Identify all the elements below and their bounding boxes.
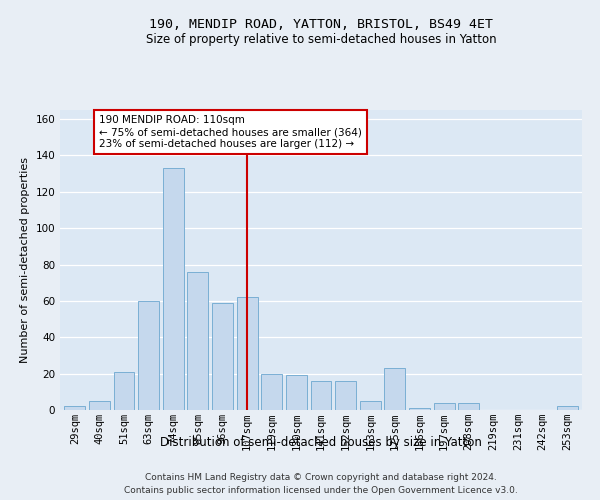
Bar <box>187 272 208 410</box>
Bar <box>360 401 381 410</box>
Bar <box>261 374 282 410</box>
Bar <box>385 368 406 410</box>
Bar <box>113 372 134 410</box>
Bar <box>409 408 430 410</box>
Bar <box>311 381 331 410</box>
Bar <box>557 406 578 410</box>
Bar <box>434 402 455 410</box>
Bar <box>138 301 159 410</box>
Bar <box>335 381 356 410</box>
Text: Distribution of semi-detached houses by size in Yatton: Distribution of semi-detached houses by … <box>160 436 482 449</box>
Bar <box>212 302 233 410</box>
Text: Size of property relative to semi-detached houses in Yatton: Size of property relative to semi-detach… <box>146 32 496 46</box>
Text: 190 MENDIP ROAD: 110sqm
← 75% of semi-detached houses are smaller (364)
23% of s: 190 MENDIP ROAD: 110sqm ← 75% of semi-de… <box>100 116 362 148</box>
Y-axis label: Number of semi-detached properties: Number of semi-detached properties <box>20 157 30 363</box>
Bar <box>236 298 257 410</box>
Bar <box>163 168 184 410</box>
Bar <box>89 401 110 410</box>
Bar <box>286 376 307 410</box>
Text: Contains HM Land Registry data © Crown copyright and database right 2024.
Contai: Contains HM Land Registry data © Crown c… <box>124 474 518 495</box>
Bar <box>64 406 85 410</box>
Text: 190, MENDIP ROAD, YATTON, BRISTOL, BS49 4ET: 190, MENDIP ROAD, YATTON, BRISTOL, BS49 … <box>149 18 493 30</box>
Bar <box>458 402 479 410</box>
